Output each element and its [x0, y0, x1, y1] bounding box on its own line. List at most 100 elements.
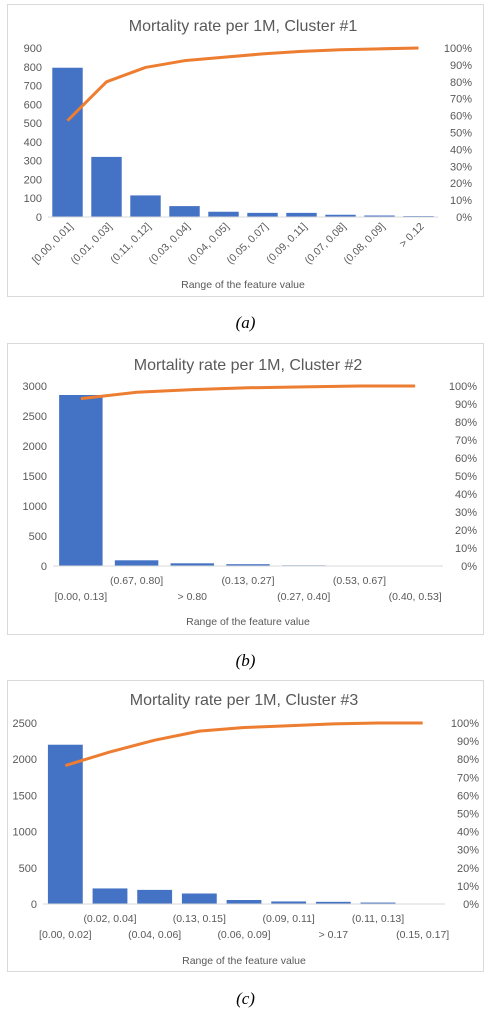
chart-title: Mortality rate per 1M, Cluster #1: [129, 18, 358, 35]
bar: [286, 212, 317, 217]
bar: [325, 214, 356, 217]
x-axis-label: Range of the feature value: [182, 955, 306, 967]
bar: [170, 563, 215, 566]
bar: [271, 901, 307, 904]
y-tick-label: 300: [24, 156, 42, 168]
y2-tick-label: 20%: [455, 525, 477, 537]
x-tick-label: (0.40, 0.53]: [389, 591, 442, 603]
bar: [315, 901, 351, 904]
y2-tick-label: 10%: [450, 195, 472, 207]
y-tick-label: 200: [24, 174, 42, 186]
y-tick-label: 2000: [23, 441, 47, 453]
caption-b: (b): [235, 651, 256, 670]
y2-tick-label: 0%: [461, 561, 477, 573]
x-tick-label: > 0.12: [397, 221, 426, 250]
x-tick-label: (0.09, 0.11]: [262, 913, 314, 925]
y2-tick-label: 80%: [450, 77, 472, 89]
y2-tick-label: 60%: [455, 453, 477, 465]
x-tick-label: (0.27, 0.40]: [277, 591, 330, 603]
y2-tick-label: 30%: [457, 845, 479, 857]
y2-tick-label: 70%: [455, 435, 477, 447]
x-tick-label: (0.13, 0.15]: [173, 913, 226, 925]
bar: [364, 215, 395, 217]
y-tick-label: 0: [41, 561, 47, 573]
chart-panel-b: Mortality rate per 1M, Cluster #2 0 500 100…: [7, 343, 484, 635]
chart-svg-a: Mortality rate per 1M, Cluster #1 0 100 200…: [24, 18, 473, 291]
y-tick-label: 1500: [23, 471, 47, 483]
x-tick-label: > 0.80: [178, 591, 208, 603]
x-tick-label: (0.04, 0.06]: [128, 929, 181, 941]
y-tick-label: 500: [19, 863, 37, 875]
x-tick-label: [0.00, 0.02]: [39, 929, 92, 941]
y-tick-label: 600: [24, 99, 42, 111]
bar: [137, 889, 173, 904]
x-axis-label: Range of the feature value: [181, 279, 305, 291]
bar: [114, 560, 159, 566]
cumulative-line: [80, 384, 416, 401]
y2-tick-label: 50%: [450, 128, 472, 140]
bar: [226, 564, 270, 566]
chart-title: Mortality rate per 1M, Cluster #3: [130, 692, 359, 709]
x-tick-label: (0.05, 0.07]: [225, 221, 271, 267]
x-tick-label: (0.02, 0.04]: [83, 913, 136, 925]
y-tick-label: 1500: [13, 790, 37, 802]
y2-tick-label: 100%: [444, 43, 472, 55]
y-tick-label: 0: [31, 899, 37, 911]
cumulative-line: [64, 721, 423, 767]
chart-panel-c: Mortality rate per 1M, Cluster #3 0 500 100…: [7, 680, 484, 972]
bar: [247, 212, 278, 217]
y2-tick-label: 80%: [457, 754, 479, 766]
y2-tick-label: 90%: [457, 736, 479, 748]
y2-tick-label: 10%: [457, 881, 479, 893]
y2-tick-label: 100%: [449, 381, 477, 393]
x-tick-label: (0.11, 0.13]: [352, 913, 404, 925]
y-tick-label: 2000: [13, 754, 37, 766]
y2-tick-label: 20%: [457, 863, 479, 875]
y2-tick-label: 0%: [456, 212, 472, 224]
chart-panel-a: Mortality rate per 1M, Cluster #1 0 100 200…: [7, 4, 484, 297]
y-tick-label: 2500: [23, 411, 47, 423]
chart-title: Mortality rate per 1M, Cluster #2: [134, 357, 363, 374]
bar: [208, 211, 239, 217]
y2-tick-label: 0%: [463, 899, 479, 911]
y2-tick-label: 40%: [457, 827, 479, 839]
y-tick-label: 800: [24, 62, 42, 74]
y2-tick-label: 40%: [450, 144, 472, 156]
chart-svg-c: Mortality rate per 1M, Cluster #3 0 500 100…: [13, 692, 480, 967]
y2-tick-label: 60%: [450, 111, 472, 123]
y-tick-label: 1000: [23, 501, 47, 513]
bar: [91, 156, 122, 217]
x-tick-label: [0.00, 0.13]: [55, 591, 108, 603]
y-tick-label: 700: [24, 81, 42, 93]
cumulative-line: [66, 46, 419, 122]
bar: [360, 902, 396, 904]
x-tick-label: > 0.17: [319, 929, 349, 941]
y-tick-label: 400: [24, 137, 42, 149]
y2-tick-label: 50%: [457, 809, 479, 821]
y-tick-label: 3000: [23, 381, 47, 393]
chart-svg-b: Mortality rate per 1M, Cluster #2 0 500 100…: [23, 357, 478, 628]
bar: [52, 67, 83, 217]
y2-tick-label: 40%: [455, 489, 477, 501]
bar: [169, 206, 200, 217]
caption-a: (a): [235, 313, 256, 332]
y2-tick-label: 70%: [457, 772, 479, 784]
x-tick-label: (0.53, 0.67]: [333, 575, 386, 587]
bar: [226, 900, 262, 904]
y2-tick-label: 20%: [450, 178, 472, 190]
y2-tick-label: 60%: [457, 790, 479, 802]
y2-tick-label: 30%: [455, 507, 477, 519]
bar: [59, 395, 103, 566]
caption-c: (c): [236, 989, 255, 1008]
y2-tick-label: 30%: [450, 161, 472, 173]
x-tick-label: (0.15, 0.17]: [396, 929, 449, 941]
x-tick-label: (0.01, 0.03]: [69, 221, 115, 267]
x-axis-label: Range of the feature value: [186, 616, 310, 628]
bar: [92, 888, 128, 904]
bar: [130, 195, 161, 217]
y-tick-label: 100: [24, 193, 42, 205]
y2-tick-label: 50%: [455, 471, 477, 483]
x-tick-label: (0.06, 0.09]: [217, 929, 270, 941]
y-tick-label: 0: [36, 212, 42, 224]
y2-tick-label: 80%: [455, 417, 477, 429]
